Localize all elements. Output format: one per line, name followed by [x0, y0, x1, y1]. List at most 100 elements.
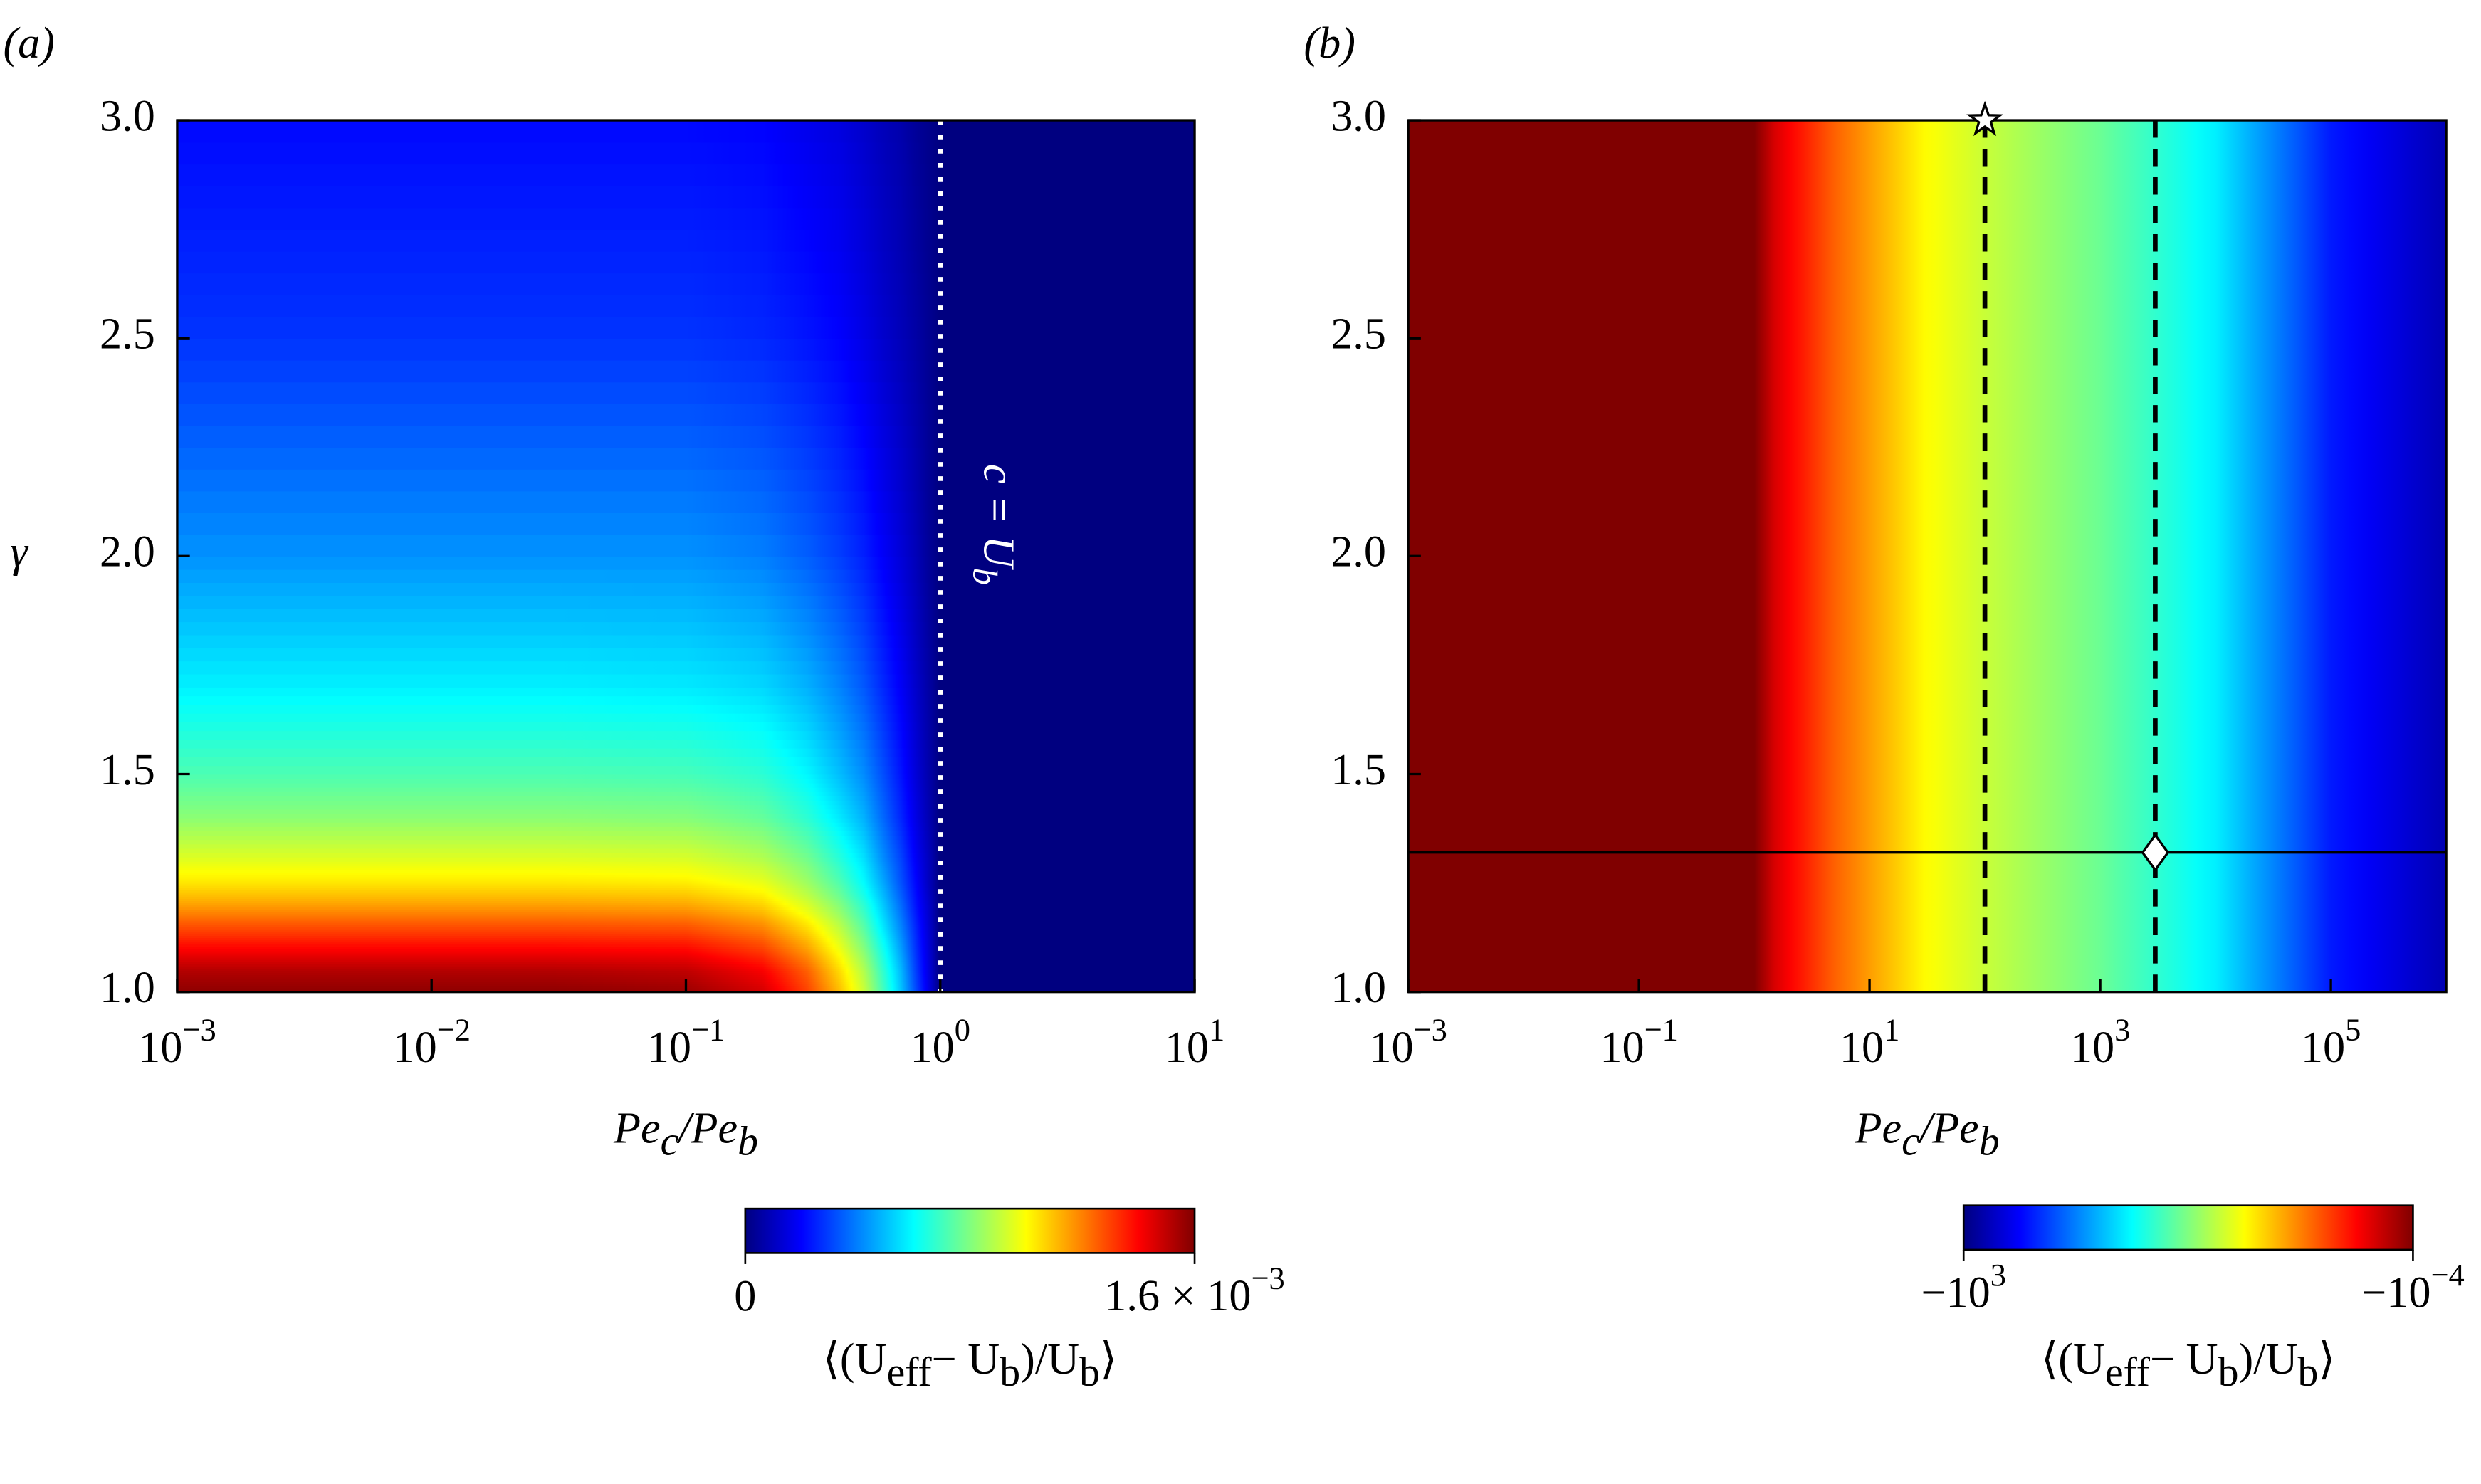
heatmap-band [177, 184, 1195, 209]
marker-star [1966, 100, 2004, 137]
heatmap-band [177, 633, 1195, 648]
heatmap-band [177, 890, 1195, 895]
label-part: −10 [1921, 1269, 1990, 1317]
y-tick-label: 3.0 [1331, 92, 1386, 140]
label-part: 10 [647, 1023, 691, 1072]
heatmap-band [177, 490, 1195, 514]
label-part: 10 [1165, 1023, 1209, 1072]
heatmap-band [177, 867, 1195, 871]
heatmap-band [177, 315, 1195, 340]
heatmap-band [177, 939, 1195, 943]
heatmap-band [177, 972, 1195, 976]
heatmap-band [177, 935, 1195, 939]
heatmap-band [177, 921, 1195, 925]
heatmap-band [177, 956, 1195, 960]
x-tick-label: 100 [911, 1012, 970, 1073]
heatmap-band [177, 882, 1195, 886]
heatmap-band [1408, 120, 2447, 992]
heatmap-band [177, 816, 1195, 823]
label-part: 10 [1369, 1023, 1413, 1072]
heatmap-band [177, 712, 1195, 722]
heatmap-band [177, 228, 1195, 252]
heatmap-band [177, 812, 1195, 819]
colorbar-tick-label: 1.6 × 10−3 [1104, 1261, 1284, 1321]
label-part: Pe [613, 1105, 661, 1153]
heatmap-band [177, 403, 1195, 426]
heatmap-band [177, 949, 1195, 954]
label-part: 1 [1209, 1012, 1224, 1048]
y-tick-label: 2.5 [1331, 310, 1386, 358]
heatmap-band [177, 927, 1195, 932]
heatmap-band [177, 834, 1195, 841]
label-part: ⟩ [1100, 1335, 1117, 1384]
heatmap-band [177, 954, 1195, 958]
colorbar-tick-label: 0 [734, 1272, 756, 1320]
heatmap-band [177, 925, 1195, 930]
heatmap-band [177, 873, 1195, 878]
heatmap-band [177, 863, 1195, 866]
label-part: b [1979, 1120, 2000, 1164]
heatmap-band [177, 795, 1195, 801]
panel-label: (a) [3, 19, 55, 68]
heatmap-band [177, 703, 1195, 714]
heatmap-band [177, 660, 1195, 675]
colorbar-label: ⟨(Ueff− Ub)/Ub⟩ [2041, 1335, 2336, 1395]
label-part: /Pe [1918, 1105, 1979, 1153]
label-part: −3 [182, 1012, 216, 1048]
label-part: ⟨(U [2041, 1335, 2105, 1384]
heatmap-band [177, 337, 1195, 361]
heatmap-band [177, 865, 1195, 869]
label-part: c = U [974, 464, 1022, 571]
heatmap-band [177, 851, 1195, 858]
heatmap-band [177, 607, 1195, 623]
heatmap-band [177, 141, 1195, 165]
heatmap-band [177, 686, 1195, 697]
label-part: 1.6 × 10 [1104, 1272, 1251, 1320]
label-part: eff [2105, 1350, 2151, 1395]
x-tick-label: 10−2 [392, 1012, 471, 1073]
heatmap-band [177, 908, 1195, 912]
label-part: c [1902, 1120, 1920, 1164]
x-tick-label: 10−3 [1369, 1012, 1447, 1073]
label-part: c [661, 1120, 679, 1164]
label-part: 0 [955, 1012, 970, 1048]
heatmap-band [177, 932, 1195, 936]
heatmap-band [177, 943, 1195, 947]
label-part: b [738, 1120, 758, 1164]
y-tick-label: 3.0 [100, 92, 155, 140]
heatmap-band [177, 947, 1195, 952]
label-part: b [2297, 1350, 2318, 1395]
heatmap-band [177, 773, 1195, 779]
label-part: ⟩ [2318, 1335, 2335, 1384]
x-tick-label: 103 [2070, 1012, 2130, 1073]
heatmap-band [177, 880, 1195, 884]
heatmap-band [177, 555, 1195, 570]
heatmap-band [177, 962, 1195, 967]
heatmap-band [177, 937, 1195, 941]
label-part: 10 [1840, 1023, 1884, 1072]
heatmap-band [177, 738, 1195, 749]
label-part: 10 [138, 1023, 182, 1072]
x-axis-label: Pec/Peb [613, 1105, 758, 1164]
heatmap-band [177, 120, 1195, 143]
label-part: 10 [2070, 1023, 2114, 1072]
heatmap-band [177, 826, 1195, 831]
x-tick-label: 101 [1840, 1012, 1899, 1073]
heatmap-band [177, 912, 1195, 917]
heatmap-band [177, 799, 1195, 806]
heatmap-band [177, 808, 1195, 814]
heatmap-band [177, 861, 1195, 864]
heatmap-band [177, 647, 1195, 662]
heatmap-band [177, 594, 1195, 609]
heatmap-band [177, 272, 1195, 295]
y-axis-label: γ [10, 528, 28, 577]
y-tick-label: 1.0 [1331, 964, 1386, 1012]
label-part: −3 [1414, 1012, 1447, 1048]
label-part: b [1079, 1350, 1100, 1395]
heatmap-band [177, 782, 1195, 788]
heatmap-band [177, 919, 1195, 923]
y-tick-label: 2.0 [100, 528, 155, 577]
heatmap-band [177, 512, 1195, 535]
